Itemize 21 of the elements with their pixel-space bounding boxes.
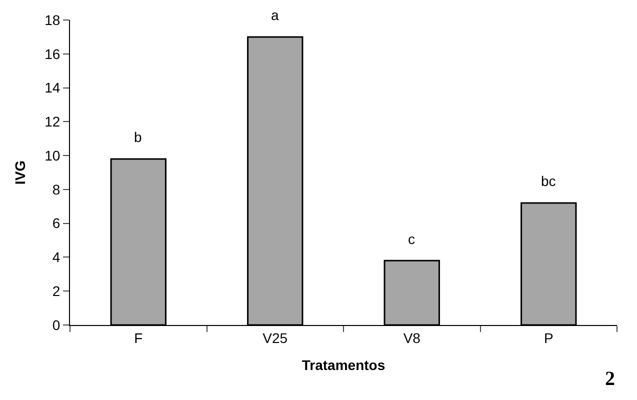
x-tick-label: F	[134, 330, 143, 346]
annotation: b	[134, 129, 142, 145]
text: 2	[605, 368, 615, 390]
y-tick-label: 16	[44, 46, 60, 62]
y-tick-label: 10	[44, 147, 60, 164]
x-tick-label: P	[544, 330, 554, 346]
x-tick-label: V8	[403, 330, 421, 346]
x-tick-label: V25	[262, 330, 288, 346]
y-tick-label: 14	[44, 80, 60, 96]
annotation: a	[271, 7, 279, 23]
y-tick-label: 4	[52, 249, 60, 266]
annotation: bc	[541, 173, 556, 189]
annotation: c	[408, 231, 415, 247]
y-axis-title: IVG	[12, 160, 28, 185]
y-tick-label: 8	[52, 181, 60, 198]
y-tick-label: 18	[44, 12, 60, 28]
x-axis-title: Tratamentos	[302, 357, 386, 374]
y-tick-label: 2	[52, 283, 60, 300]
y-tick-label: 6	[52, 215, 60, 232]
y-tick-label: 0	[52, 316, 60, 333]
y-tick-label: 12	[44, 114, 60, 130]
